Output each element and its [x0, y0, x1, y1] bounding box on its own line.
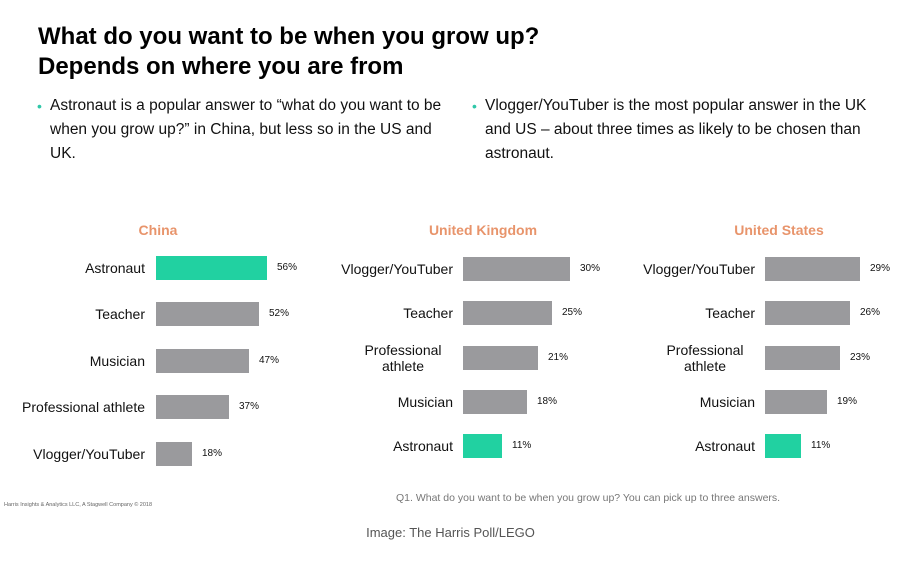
bar-musician [765, 390, 827, 414]
bullet-dot-icon: • [472, 98, 477, 114]
bullet-point: • Astronaut is a popular answer to “what… [37, 94, 445, 166]
value-label: 21% [548, 352, 569, 363]
chart-title-united-kingdom: United Kingdom [428, 222, 538, 238]
value-label: 19% [837, 396, 858, 407]
category-label: Teacher [403, 305, 453, 321]
bar-vlogger-youtuber [463, 257, 570, 281]
bar-musician [463, 390, 527, 414]
bar-astronaut [156, 256, 267, 280]
bar-vlogger-youtuber [156, 442, 192, 466]
category-label: Professional athlete [666, 342, 744, 374]
category-label: Astronaut [85, 260, 145, 276]
category-label: Vlogger/YouTuber [33, 446, 145, 462]
bar-professional-athlete [156, 395, 229, 419]
value-label: 18% [202, 448, 223, 459]
category-label: Professional athlete [22, 399, 145, 415]
survey-question-note: Q1. What do you want to be when you grow… [396, 492, 781, 504]
value-label: 18% [537, 396, 558, 407]
value-label: 26% [860, 307, 881, 318]
value-label: 11% [811, 440, 831, 451]
value-label: 25% [562, 307, 583, 318]
bullet-dot-icon: • [37, 98, 42, 114]
category-label: Musician [397, 394, 453, 410]
chart-title-china: China [138, 222, 178, 238]
image-caption: Image: The Harris Poll/LEGO [366, 525, 535, 540]
category-label: Astronaut [695, 438, 755, 454]
value-label: 30% [580, 263, 601, 274]
bullet-point: • Vlogger/YouTuber is the most popular a… [472, 94, 885, 166]
category-label: Professional athlete [364, 342, 442, 374]
value-label: 52% [269, 308, 290, 319]
copyright-credit: Harris Insights & Analytics LLC, A Stagw… [4, 502, 153, 508]
chart-title-united-states: United States [734, 222, 824, 238]
bar-teacher [156, 302, 259, 326]
category-label: Vlogger/YouTuber [643, 261, 755, 277]
bar-musician [156, 349, 249, 373]
bullet-text: Astronaut is a popular answer to “what d… [50, 97, 442, 162]
bar-teacher [463, 301, 552, 325]
bar-teacher [765, 301, 850, 325]
value-label: 56% [277, 262, 298, 273]
category-label: Musician [699, 394, 755, 410]
bar-astronaut [463, 434, 502, 458]
bullet-text: Vlogger/YouTuber is the most popular ans… [485, 97, 867, 162]
bar-vlogger-youtuber [765, 257, 860, 281]
value-label: 29% [870, 263, 891, 274]
category-label: Vlogger/YouTuber [341, 261, 453, 277]
bar-professional-athlete [463, 346, 538, 370]
value-label: 23% [850, 352, 871, 363]
value-label: 47% [259, 355, 280, 366]
bar-astronaut [765, 434, 801, 458]
category-label: Teacher [705, 305, 755, 321]
value-label: 11% [512, 440, 532, 451]
page-title: What do you want to be when you grow up?… [38, 23, 540, 80]
category-label: Musician [89, 353, 145, 369]
category-label: Teacher [95, 306, 145, 322]
bar-professional-athlete [765, 346, 840, 370]
category-label: Astronaut [393, 438, 453, 454]
value-label: 37% [239, 401, 260, 412]
